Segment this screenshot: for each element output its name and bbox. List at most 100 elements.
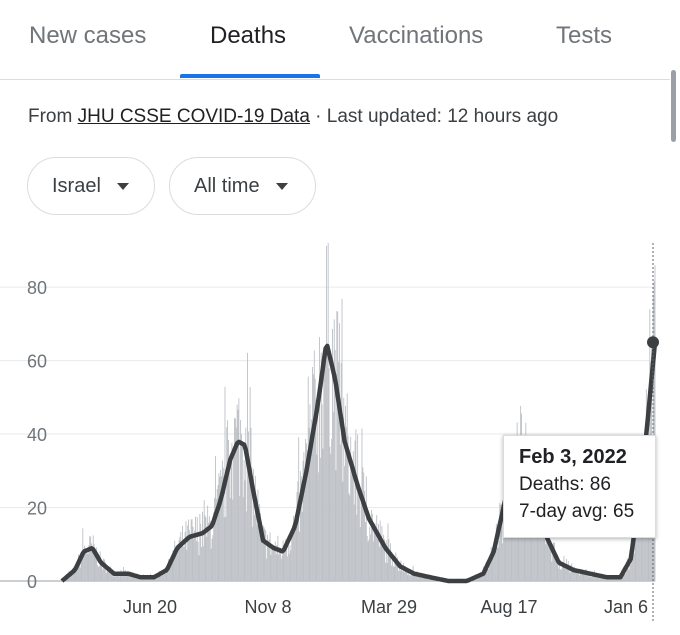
source-prefix: From <box>28 106 78 127</box>
daily-death-bar <box>510 504 512 581</box>
daily-death-bar <box>363 472 365 581</box>
daily-death-bar <box>76 570 78 581</box>
daily-death-bar <box>93 544 95 581</box>
tab-tests[interactable]: Tests <box>556 22 613 49</box>
scrollbar[interactable] <box>671 70 676 142</box>
tab-new-cases[interactable]: New cases <box>29 22 147 49</box>
daily-death-bar <box>529 510 531 581</box>
daily-death-bar <box>206 536 208 581</box>
daily-death-bar <box>580 573 582 581</box>
daily-death-bar <box>110 566 111 581</box>
daily-death-bar <box>160 573 162 581</box>
daily-death-bar <box>527 512 529 581</box>
y-tick-label: 0 <box>27 572 37 592</box>
daily-death-bar <box>346 393 348 581</box>
tooltip-deaths: Deaths: 86 <box>519 474 611 495</box>
daily-death-bar <box>173 556 175 581</box>
daily-death-bar <box>161 576 163 581</box>
daily-death-bar <box>488 561 490 581</box>
daily-death-bar <box>581 569 583 581</box>
daily-death-bar <box>269 532 271 581</box>
daily-death-bar <box>238 398 240 581</box>
daily-death-bar <box>80 555 82 581</box>
daily-death-bar <box>560 569 561 581</box>
daily-death-bar <box>326 348 328 581</box>
y-tick-label: 60 <box>27 352 47 372</box>
daily-death-bar <box>559 562 561 581</box>
daily-death-bar <box>586 569 587 581</box>
daily-death-bar <box>554 561 556 581</box>
daily-death-bar <box>369 526 371 581</box>
daily-death-bar <box>550 550 552 581</box>
tab-deaths[interactable]: Deaths <box>210 22 287 49</box>
daily-death-bar <box>247 431 249 581</box>
daily-death-bar <box>107 566 109 581</box>
daily-death-bar <box>415 572 417 581</box>
daily-death-bar <box>274 541 276 581</box>
daily-death-bar <box>241 440 243 581</box>
daily-death-bar <box>475 578 477 581</box>
daily-death-bar <box>197 541 199 581</box>
daily-death-bar <box>373 524 375 581</box>
daily-death-bar <box>314 378 316 581</box>
daily-death-bar <box>360 498 362 581</box>
daily-death-bar <box>348 493 350 581</box>
daily-death-bar <box>254 515 255 581</box>
location-dropdown[interactable]: Israel <box>27 157 155 215</box>
daily-death-bar <box>202 546 204 581</box>
daily-death-bar <box>630 564 632 581</box>
daily-death-bar <box>342 481 344 581</box>
daily-death-bar <box>110 572 112 581</box>
daily-death-bar <box>319 337 320 581</box>
daily-death-bar <box>221 476 222 581</box>
daily-death-bar <box>248 476 250 581</box>
daily-death-bar <box>500 504 502 581</box>
daily-death-bar <box>306 443 307 581</box>
daily-death-bar <box>252 526 254 581</box>
daily-death-bar <box>499 502 501 581</box>
daily-death-bar <box>333 319 335 581</box>
daily-death-bar <box>590 573 592 581</box>
daily-death-bar <box>398 563 400 581</box>
tab-vaccinations[interactable]: Vaccinations <box>349 22 484 49</box>
daily-death-bar <box>359 527 361 581</box>
daily-death-bar <box>614 578 616 581</box>
daily-death-bar <box>260 512 261 581</box>
daily-death-bar <box>421 577 423 581</box>
daily-death-bar <box>304 468 306 581</box>
x-tick-label: Nov 8 <box>244 597 291 617</box>
daily-death-bar <box>406 570 408 581</box>
daily-death-bar <box>109 567 111 581</box>
daily-death-bar <box>631 549 633 581</box>
daily-death-bar <box>547 527 549 581</box>
daily-death-bar <box>306 450 308 581</box>
range-dropdown[interactable]: All time <box>169 157 316 215</box>
last-updated: · Last updated: 12 hours ago <box>309 106 559 127</box>
daily-death-bar <box>273 546 274 581</box>
daily-death-bar <box>242 497 244 581</box>
daily-death-bar <box>623 572 625 581</box>
daily-death-bar <box>203 500 205 581</box>
daily-death-bar <box>410 575 411 581</box>
source-link[interactable]: JHU CSSE COVID-19 Data <box>77 106 310 127</box>
daily-death-bar <box>487 561 489 581</box>
daily-death-bar <box>287 543 289 581</box>
daily-death-bar <box>87 553 89 581</box>
daily-death-bar <box>215 499 217 581</box>
daily-death-bar <box>97 565 98 581</box>
daily-death-bar <box>403 563 405 581</box>
daily-death-bar <box>378 546 380 581</box>
daily-death-bar <box>588 570 590 581</box>
daily-death-bar <box>301 511 303 581</box>
daily-death-bar <box>368 539 370 581</box>
daily-death-bar <box>377 524 379 581</box>
daily-death-bar <box>481 574 483 581</box>
range-label: All time <box>194 174 260 197</box>
daily-death-bar <box>497 547 499 581</box>
daily-death-bar <box>84 545 85 581</box>
daily-death-bar <box>628 569 630 581</box>
daily-death-bar <box>423 577 424 581</box>
daily-death-bar <box>170 561 172 581</box>
tooltip-date: Feb 3, 2022 <box>519 446 627 468</box>
daily-death-bar <box>299 531 300 581</box>
